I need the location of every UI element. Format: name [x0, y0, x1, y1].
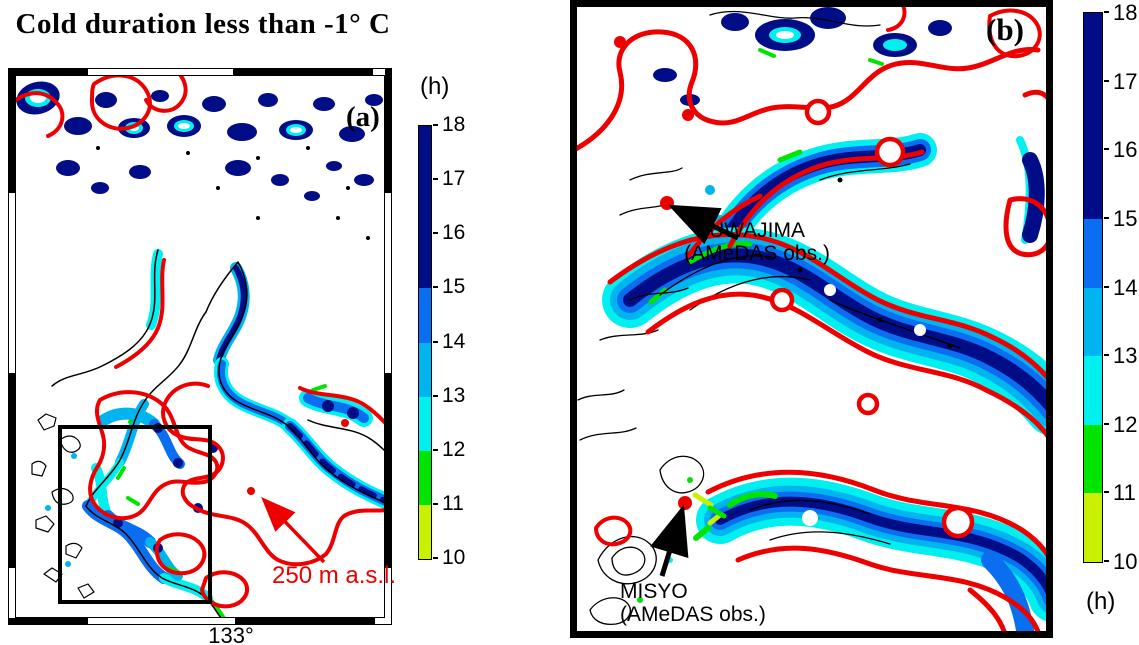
colorbar-segment	[1084, 424, 1102, 494]
colorbar-segment	[419, 288, 431, 343]
uwajima-station-detail: (AMeDAS obs.)	[684, 241, 830, 265]
colorbar-tick-mark	[433, 232, 438, 235]
colorbar-tick-label: 16	[1113, 137, 1138, 163]
colorbar-segment	[419, 126, 431, 289]
colorbar-tick-mark	[433, 340, 438, 343]
misyo-arrow	[650, 504, 689, 577]
misyo-station-label: MISYO (AMeDAS obs.)	[620, 580, 766, 626]
uwajima-station-dot	[660, 196, 674, 210]
colorbar-tick-label: 16	[442, 221, 466, 245]
colorbar-tick-mark	[1104, 285, 1109, 288]
panel-a-frame	[8, 68, 392, 625]
misyo-station-detail: (AMeDAS obs.)	[620, 602, 766, 626]
red-dot	[682, 109, 694, 121]
misyo-station-dot	[678, 496, 692, 510]
colorbar-tick-mark	[1104, 148, 1109, 151]
colorbar-tick-label: 14	[442, 329, 466, 353]
colorbar-tick-mark	[433, 502, 438, 505]
uwajima-arrow	[667, 204, 740, 245]
colorbar-segment	[1084, 356, 1102, 425]
colorbar-tick-label: 18	[442, 113, 466, 136]
colorbar-segment	[419, 396, 431, 451]
colorbar-segment	[419, 504, 431, 559]
inset-rectangle	[58, 425, 212, 604]
colorbar-tick-label: 17	[1113, 68, 1138, 94]
colorbar-segment	[1084, 13, 1102, 219]
colorbar-tick-label: 11	[1113, 480, 1136, 506]
colorbar-tick-label: 12	[1113, 411, 1138, 437]
colorbar-tick-mark	[1104, 422, 1109, 425]
figure-title: Cold duration less than -1° C	[15, 8, 391, 40]
colorbar-tick-mark	[433, 178, 438, 181]
colorbar-segment	[419, 342, 431, 397]
colorbar-tick-label: 15	[442, 275, 466, 299]
colorbar-segment	[1084, 218, 1102, 288]
colorbar-tick-label: 10	[442, 546, 466, 569]
panel-b-map	[570, 0, 1053, 638]
colorbar-segment	[1084, 287, 1102, 357]
colorbar-tick-mark	[433, 286, 438, 289]
colorbar-tick-mark	[433, 124, 438, 126]
colorbar-tick-label: 15	[1113, 205, 1138, 231]
panel-b-frame	[570, 0, 1053, 638]
colorbar-tick-mark	[433, 557, 438, 559]
colorbar-a-unit-label: (h)	[420, 73, 450, 100]
colorbar-a-ticks: 18 17 16 15 14 13 12 11 10	[432, 113, 476, 569]
colorbar-tick-mark	[433, 448, 438, 451]
colorbar-tick-label: 13	[442, 383, 466, 407]
panel-a-map	[8, 68, 392, 625]
panel-a-map-art	[15, 75, 385, 618]
colorbar-segment	[419, 450, 431, 505]
colorbar-a-bar	[418, 125, 432, 560]
colorbar-tick-label: 10	[1113, 549, 1138, 574]
colorbar-segment	[1084, 493, 1102, 562]
panel-a-longitude-tick: 133°	[208, 623, 254, 645]
colorbar-b: 18 17 16 15 14 13 12 11 10	[1083, 0, 1137, 574]
uwajima-station-label: UWAJIMA (AMeDAS obs.)	[673, 219, 841, 265]
colorbar-tick-mark	[1104, 216, 1109, 219]
colorbar-b-unit-label: (h)	[1086, 588, 1116, 615]
colorbar-tick-label: 11	[442, 491, 464, 515]
colorbar-b-bar	[1083, 12, 1103, 563]
misyo-station-name: MISYO	[620, 580, 688, 603]
uwajima-station-name: UWAJIMA	[708, 219, 806, 242]
colorbar-tick-mark	[1104, 79, 1109, 82]
colorbar-tick-label: 12	[442, 437, 466, 461]
elevation-annotation: 250 m a.s.l.	[272, 562, 397, 589]
colorbar-tick-label: 18	[1113, 0, 1138, 25]
annotation-arrow	[261, 496, 326, 564]
colorbar-tick-mark	[1104, 11, 1109, 13]
colorbar-tick-label: 17	[442, 167, 466, 191]
red-dot	[614, 36, 626, 48]
colorbar-tick-mark	[1104, 354, 1109, 357]
colorbar-tick-label: 13	[1113, 343, 1138, 369]
colorbar-tick-mark	[433, 394, 438, 397]
panel-b-label: (b)	[986, 12, 1024, 47]
colorbar-tick-mark	[1104, 560, 1109, 562]
panel-b-map-art	[577, 7, 1046, 631]
panel-a-label: (a)	[346, 101, 380, 133]
colorbar-tick-label: 14	[1113, 274, 1138, 300]
colorbar-tick-mark	[1104, 491, 1109, 494]
colorbar-a: 18 17 16 15 14 13 12 11 10	[418, 113, 465, 569]
colorbar-b-ticks: 18 17 16 15 14 13 12 11 10	[1103, 0, 1139, 574]
